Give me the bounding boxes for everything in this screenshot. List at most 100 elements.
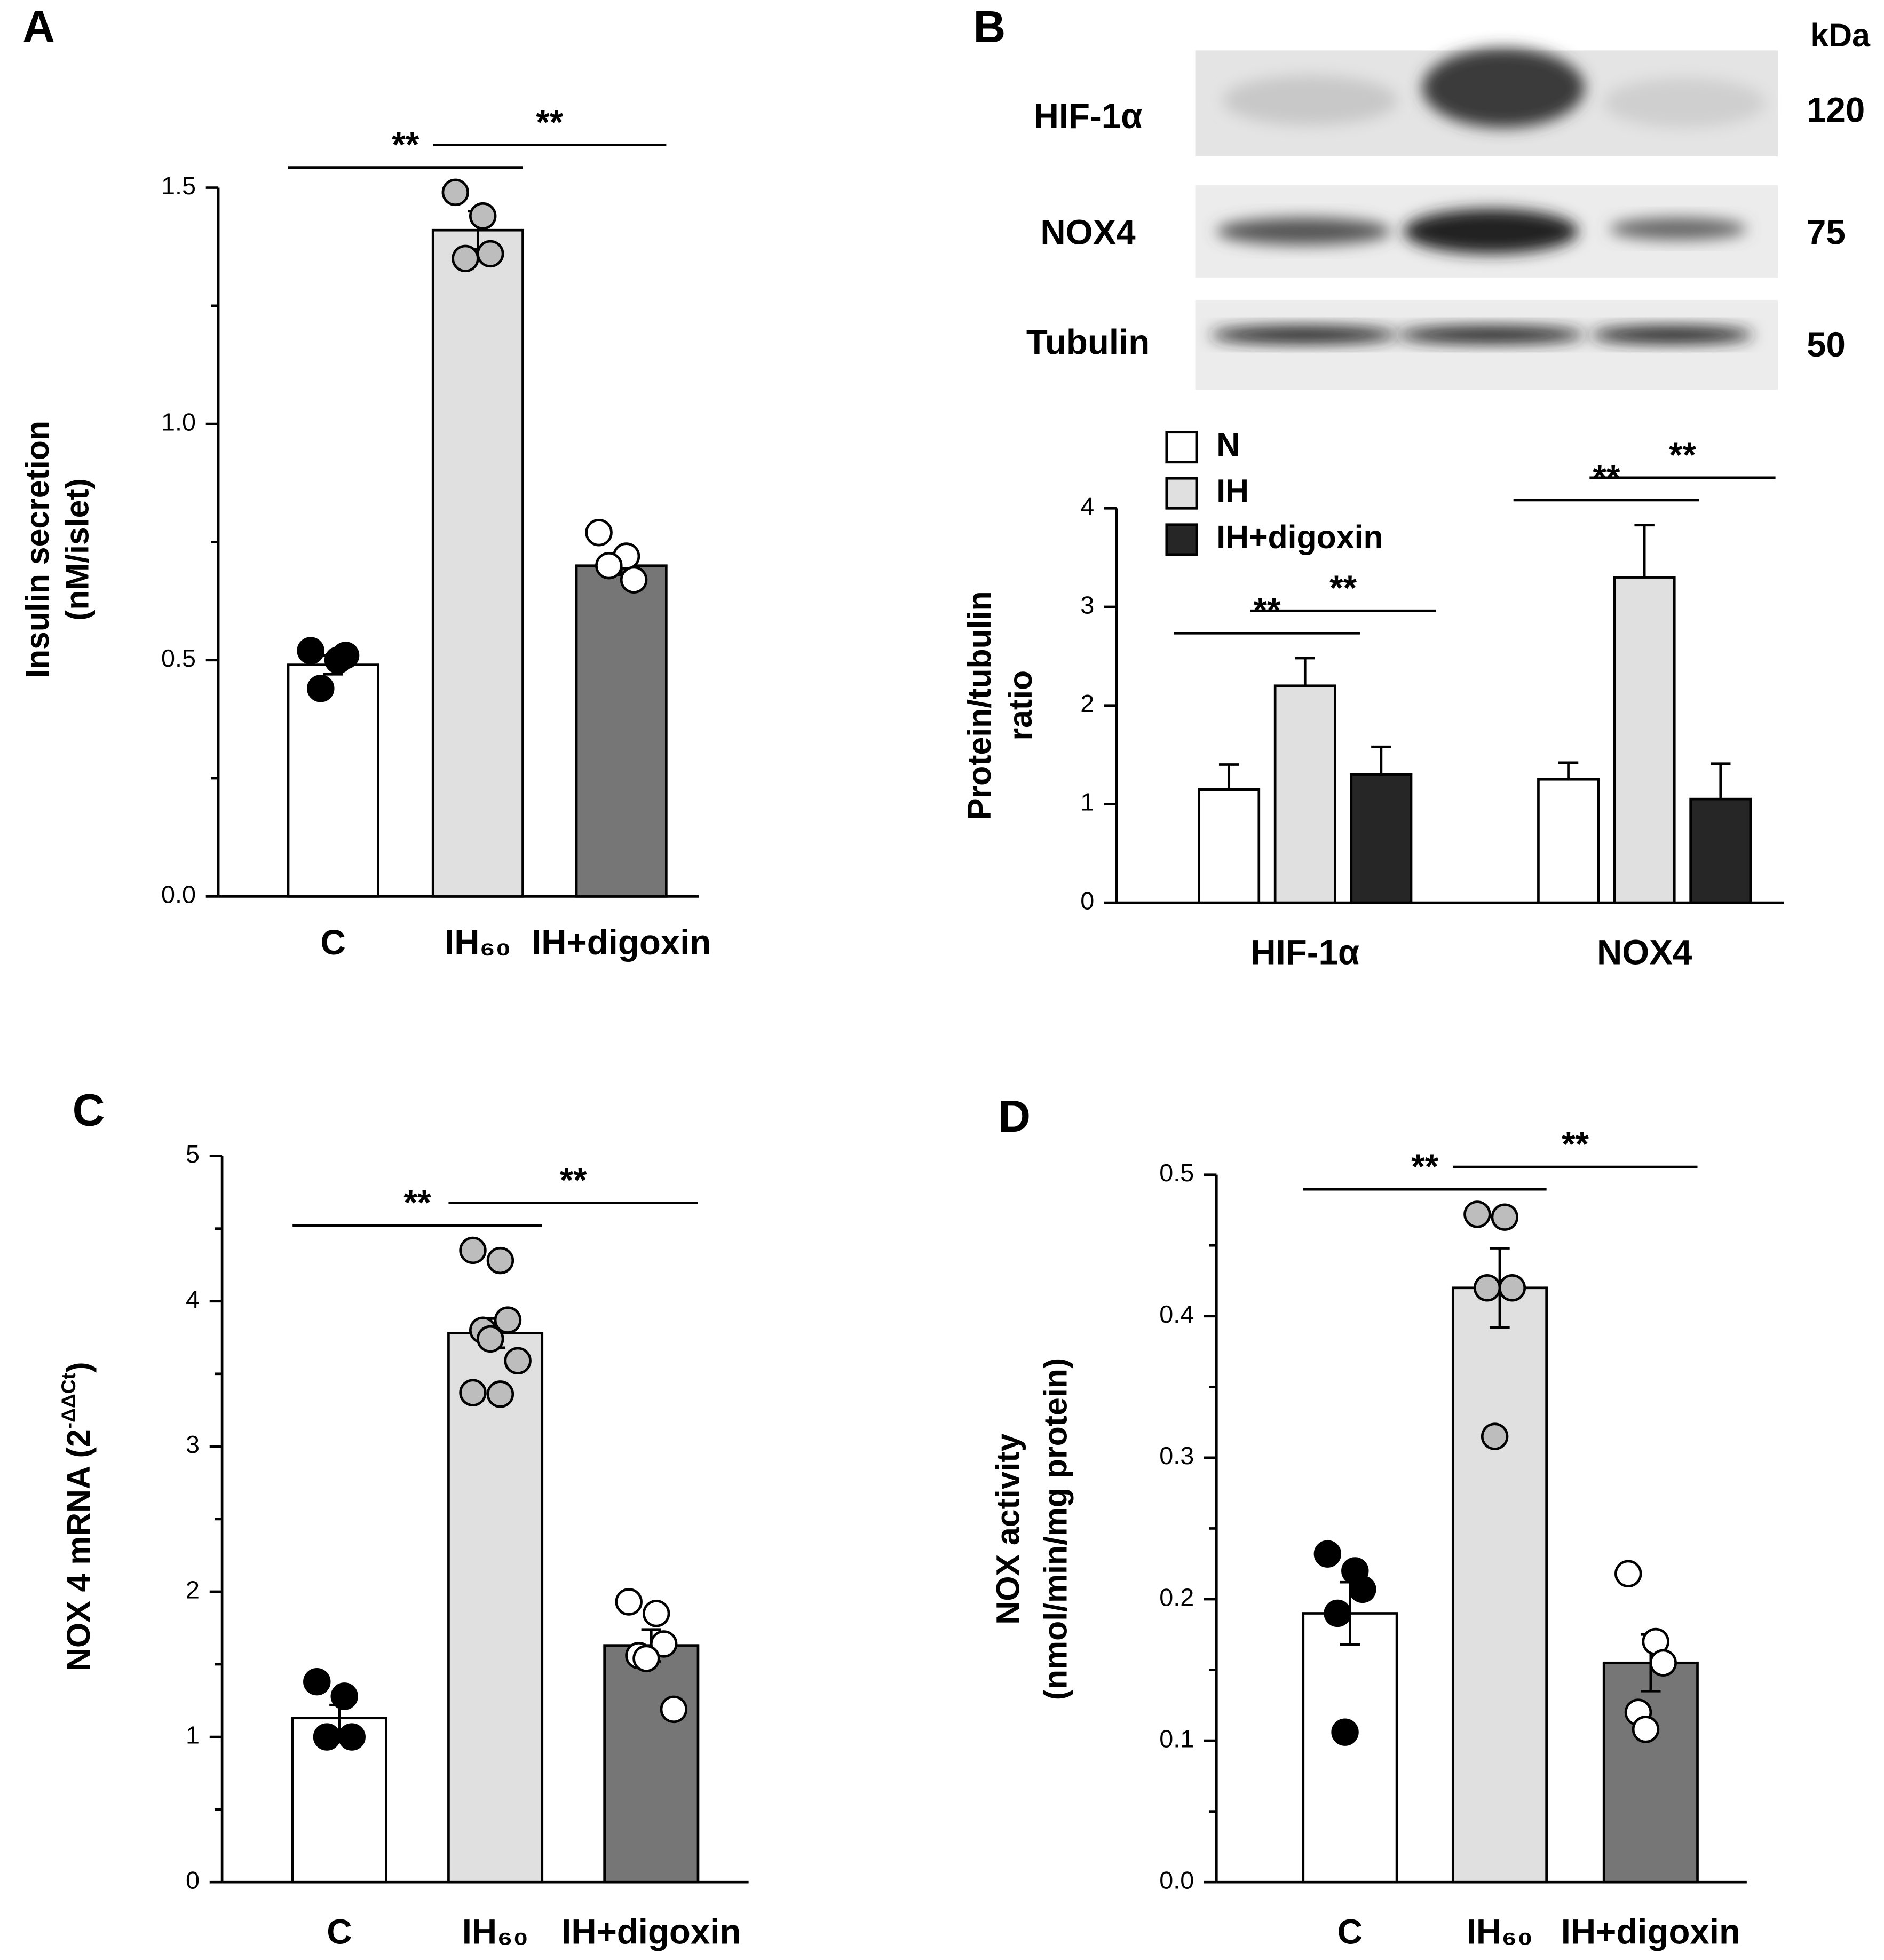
data-point <box>486 1246 514 1275</box>
y-tick-label: 1.5 <box>161 172 196 200</box>
data-point <box>1632 1716 1660 1743</box>
blot-band <box>1422 48 1585 128</box>
data-point <box>1491 1203 1519 1231</box>
data-point <box>303 1667 331 1696</box>
data-point <box>632 1645 660 1672</box>
legend-swatch <box>1165 431 1198 464</box>
bar <box>1350 773 1413 904</box>
bar <box>575 564 668 898</box>
blot-band <box>1397 326 1585 344</box>
data-point <box>307 675 335 702</box>
blot-band <box>1403 209 1579 254</box>
error-bar <box>1558 761 1579 780</box>
data-point <box>459 1379 487 1406</box>
x-tick-label: IH+digoxin <box>1561 1912 1740 1951</box>
y-axis-label: (nM/islet) <box>59 478 96 621</box>
bar <box>287 663 379 898</box>
panel-label: C <box>73 1085 105 1135</box>
bar <box>447 1332 544 1884</box>
legend-swatch <box>1165 477 1198 510</box>
data-point <box>585 519 613 547</box>
y-axis-label-part: ) <box>60 1362 97 1372</box>
data-point <box>660 1695 688 1724</box>
y-axis-label: NOX activity <box>990 1433 1026 1624</box>
bar <box>1302 1612 1398 1884</box>
data-point <box>477 240 504 268</box>
data-point <box>595 551 623 580</box>
blot-strip <box>1195 299 1778 390</box>
x-tick-label: HIF-1α <box>1250 933 1359 972</box>
panel-label: B <box>973 2 1006 52</box>
data-point <box>459 1236 487 1264</box>
y-axis-label: (nmol/min/mg protein) <box>1037 1358 1073 1700</box>
y-tick-label: 2 <box>1080 690 1094 717</box>
data-point <box>330 1682 358 1710</box>
x-tick-label: IH₆₀ <box>462 1912 529 1951</box>
x-tick-label: IH+digoxin <box>561 1912 741 1951</box>
data-point <box>452 244 479 273</box>
y-tick-label: 2 <box>186 1576 200 1603</box>
x-tick-label: IH₆₀ <box>445 923 511 962</box>
blot-row-label: HIF-1α <box>1034 97 1143 136</box>
data-point <box>1331 1718 1359 1746</box>
data-point <box>477 1325 504 1353</box>
data-point <box>1349 1575 1376 1603</box>
blot-band <box>1210 326 1398 344</box>
y-tick-label: 4 <box>1080 493 1094 520</box>
y-tick-label: 1 <box>1080 788 1094 816</box>
x-tick-label: NOX4 <box>1597 933 1692 972</box>
y-tick-label: 0.0 <box>1159 1867 1194 1894</box>
y-axis-label: Protein/tubulin <box>961 591 998 820</box>
data-point <box>1498 1274 1526 1302</box>
blot-band <box>1222 75 1398 125</box>
data-point <box>331 642 360 669</box>
y-tick-label: 1 <box>186 1721 200 1749</box>
blot-row-label: NOX4 <box>1040 213 1136 252</box>
bar <box>291 1717 387 1884</box>
y-tick-label: 0.1 <box>1159 1725 1194 1752</box>
y-axis-label-part: NOX 4 mRNA (2 <box>60 1429 97 1671</box>
y-tick-label: 0.3 <box>1159 1442 1194 1469</box>
data-point <box>615 1588 643 1616</box>
blot-kda: 120 <box>1807 91 1865 130</box>
bar <box>603 1644 700 1884</box>
data-point <box>469 202 497 230</box>
y-tick-label: 0.4 <box>1159 1300 1194 1328</box>
y-axis-label: Insulin secretion <box>19 421 56 678</box>
error-bar <box>1218 763 1239 789</box>
y-tick-label: 0 <box>1080 887 1094 914</box>
blot-kda: 50 <box>1807 325 1846 364</box>
y-tick-label: 1.0 <box>161 408 196 436</box>
error-bar <box>1371 745 1391 774</box>
significance-label: ** <box>1329 568 1357 607</box>
data-point <box>1614 1560 1642 1587</box>
legend-swatch <box>1165 523 1198 556</box>
legend-label: IH <box>1216 472 1249 509</box>
blot-row-label: Tubulin <box>1026 322 1150 361</box>
kda-header: kDa <box>1810 17 1871 53</box>
bar <box>1602 1661 1699 1884</box>
bar <box>1689 797 1752 904</box>
legend-label: N <box>1216 426 1240 463</box>
data-point <box>504 1347 532 1375</box>
data-point <box>642 1600 670 1627</box>
y-tick-label: 0.0 <box>161 881 196 908</box>
bar <box>1613 576 1676 904</box>
significance-label: ** <box>392 125 419 164</box>
y-tick-label: 3 <box>1080 591 1094 619</box>
panel-label: A <box>22 2 55 52</box>
y-tick-label: 0.5 <box>1159 1159 1194 1187</box>
error-bar <box>1295 657 1315 686</box>
y-tick-label: 0.5 <box>161 644 196 672</box>
data-point <box>297 637 324 665</box>
data-point <box>486 1380 514 1408</box>
western-blot <box>1195 48 1778 390</box>
data-point <box>441 178 469 207</box>
bar <box>1451 1286 1548 1884</box>
blot-band <box>1590 326 1753 344</box>
y-axis-label: NOX 4 mRNA (2-ΔΔCt) <box>57 1362 97 1671</box>
significance-label: ** <box>536 102 563 141</box>
bar <box>431 228 524 898</box>
y-axis-label-sup: -ΔΔCt <box>57 1373 80 1429</box>
y-tick-label: 0.2 <box>1159 1583 1194 1611</box>
